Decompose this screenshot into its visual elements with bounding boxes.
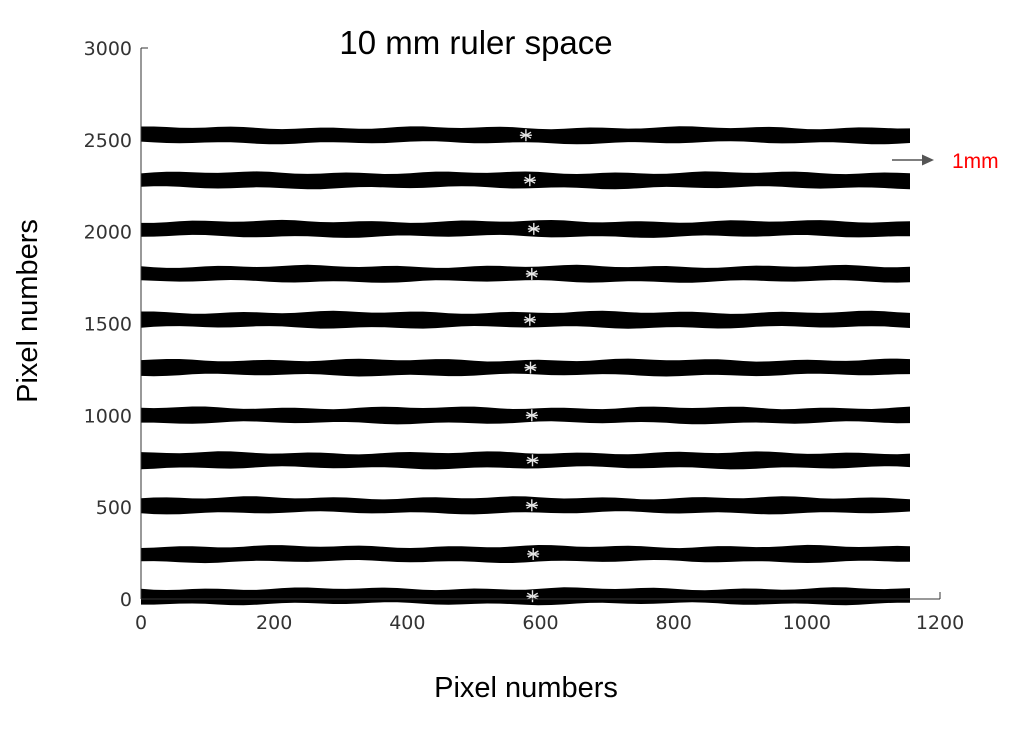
- ruler-line: [141, 544, 910, 564]
- center-marker: [525, 409, 538, 422]
- center-marker: [527, 222, 540, 235]
- y-axis-title: Pixel numbers: [12, 219, 44, 403]
- ruler-line: [141, 451, 910, 470]
- y-tick-label: 3000: [84, 38, 132, 60]
- y-tick-labels: 0 500 1000 1500 2000 2500 3000: [84, 38, 132, 611]
- chart-title: 10 mm ruler space: [339, 24, 612, 61]
- x-tick-label: 1200: [916, 612, 964, 634]
- x-axis-title: Pixel numbers: [434, 672, 618, 704]
- x-tick-label: 0: [135, 612, 147, 634]
- annotation-label: 1mm: [952, 150, 999, 173]
- y-tick-label: 2000: [84, 222, 132, 244]
- x-tick-label: 200: [256, 612, 292, 634]
- center-marker: [524, 361, 537, 374]
- x-tick-labels: 0 200 400 600 800 1000 1200: [135, 612, 964, 634]
- x-tick-label: 1000: [783, 612, 831, 634]
- center-marker: [523, 174, 536, 187]
- center-marker: [526, 454, 539, 467]
- scale-annotation: 1mm: [892, 150, 999, 173]
- x-tick-label: 600: [522, 612, 558, 634]
- axes: [140, 47, 941, 600]
- ruler-line: [141, 219, 910, 238]
- y-tick-label: 0: [120, 589, 132, 611]
- ruler-line: [141, 587, 910, 606]
- annotation-arrow-head: [922, 154, 934, 166]
- ruler-line: [141, 264, 910, 283]
- ruler-line: [141, 406, 910, 425]
- center-marker: [527, 548, 540, 560]
- center-marker: [526, 590, 539, 603]
- ruler-lines: [141, 126, 910, 606]
- x-tick-label: 400: [389, 612, 425, 634]
- ruler-line: [141, 496, 910, 515]
- y-tick-label: 1500: [84, 314, 132, 336]
- y-tick-label: 500: [96, 497, 132, 519]
- center-marker: [519, 129, 532, 142]
- center-marker: [523, 313, 536, 326]
- center-marker: [525, 499, 538, 512]
- y-tick-label: 1000: [84, 405, 132, 427]
- center-marker: [525, 267, 538, 280]
- x-tick-label: 800: [656, 612, 692, 634]
- center-markers: [519, 129, 540, 603]
- y-tick-label: 2500: [84, 130, 132, 152]
